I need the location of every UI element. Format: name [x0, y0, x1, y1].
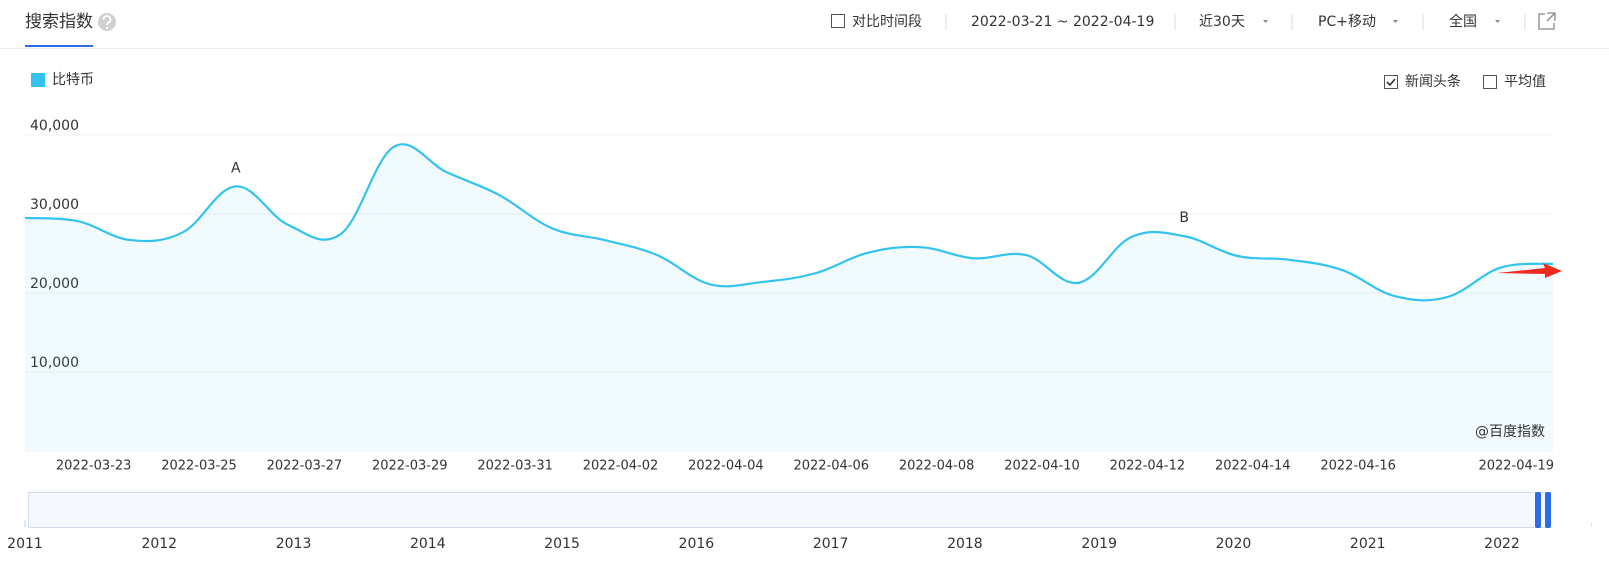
timeline-year: 2014 — [410, 536, 446, 552]
x-tick-label: 2022-04-16 — [1320, 459, 1396, 474]
line — [24, 143, 1554, 302]
legend-label[interactable]: 比特币 — [52, 72, 94, 88]
x-tick-label: 2022-03-27 — [267, 459, 343, 474]
export-icon[interactable] — [1538, 12, 1556, 30]
check-mark — [1386, 78, 1396, 87]
y-tick-label: 10,000 — [30, 355, 79, 371]
average-checkbox[interactable] — [1483, 75, 1497, 89]
x-tick-label: 2022-04-14 — [1215, 459, 1291, 474]
help-icon[interactable] — [98, 13, 116, 31]
line-area — [25, 144, 1553, 453]
timeline-year: 2012 — [141, 536, 177, 552]
compare-label[interactable]: 对比时间段 — [852, 14, 922, 30]
timeline-year: 2020 — [1216, 536, 1252, 552]
tab-underline — [25, 45, 93, 47]
annotation: A — [231, 160, 241, 176]
period-select[interactable]: 近30天 — [1199, 14, 1245, 30]
timeline-year: 2018 — [947, 536, 983, 552]
x-tick-label: 2022-04-02 — [583, 459, 659, 474]
x-tick-label: 2022-03-23 — [56, 459, 132, 474]
dropdown-arrow — [1263, 20, 1268, 23]
news-checkbox[interactable] — [1384, 75, 1398, 89]
region-select[interactable]: 全国 — [1449, 13, 1477, 30]
plot-background — [25, 100, 1553, 452]
dropdown-arrow — [1393, 20, 1398, 23]
y-tick-label: 20,000 — [30, 276, 79, 292]
watermark: @百度指数 — [1475, 424, 1545, 440]
timeline-year: 2022 — [1484, 536, 1520, 552]
date-range[interactable]: 2022-03-21 ~ 2022-04-19 — [971, 14, 1154, 30]
brush-handle[interactable] — [1545, 492, 1551, 528]
annotation: B — [1179, 210, 1189, 226]
x-tick-label: 2022-04-12 — [1110, 459, 1186, 474]
x-tick-label: 2022-04-19 — [1478, 459, 1554, 474]
x-tick-label: 2022-04-08 — [899, 459, 975, 474]
dropdown-arrow — [1495, 20, 1500, 23]
brush-handle[interactable] — [1535, 492, 1541, 528]
legend-swatch — [31, 73, 45, 87]
red-arrow — [1497, 263, 1562, 278]
timeline-year: 2019 — [1081, 536, 1117, 552]
x-tick-label: 2022-04-06 — [793, 459, 869, 474]
y-tick-label: 30,000 — [30, 197, 79, 213]
y-tick-label: 40,000 — [30, 118, 79, 134]
news-label[interactable]: 新闻头条 — [1405, 73, 1461, 90]
compare-checkbox[interactable] — [831, 14, 845, 28]
timeline-brush[interactable] — [28, 492, 1551, 528]
x-tick-label: 2022-04-10 — [1004, 459, 1080, 474]
timeline-year: 2013 — [276, 536, 312, 552]
average-label[interactable]: 平均值 — [1504, 74, 1546, 90]
timeline-year: 2021 — [1350, 536, 1386, 552]
timeline-year: 2016 — [679, 536, 715, 552]
timeline-year: 2011 — [7, 536, 43, 552]
page-title: 搜索指数 — [25, 12, 93, 32]
timeline-year: 2017 — [813, 536, 849, 552]
x-tick-label: 2022-03-31 — [477, 459, 553, 474]
device-select[interactable]: PC+移动 — [1318, 14, 1376, 30]
timeline-year: 2015 — [544, 536, 580, 552]
x-tick-label: 2022-03-25 — [161, 459, 237, 474]
x-tick-label: 2022-04-04 — [688, 459, 764, 474]
x-tick-label: 2022-03-29 — [372, 459, 448, 474]
